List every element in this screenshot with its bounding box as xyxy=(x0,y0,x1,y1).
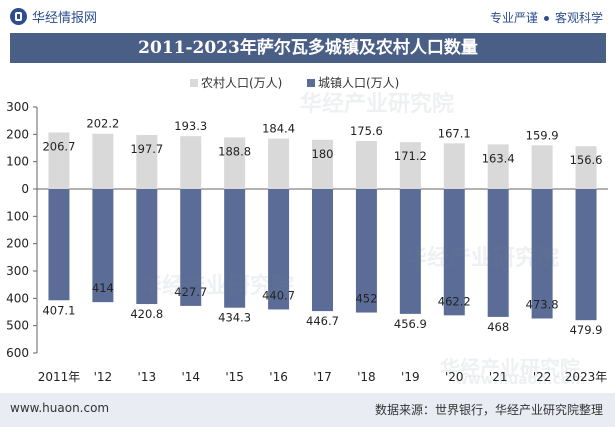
urban-data-label: 479.9 xyxy=(570,323,603,337)
rural-data-label: 167.1 xyxy=(438,126,471,140)
x-tick-label: '17 xyxy=(313,370,332,384)
urban-bar xyxy=(355,189,377,313)
legend-label-1: 农村人口(万人) xyxy=(201,76,282,90)
rural-data-label: 197.7 xyxy=(130,142,163,156)
rural-data-label: 193.3 xyxy=(174,119,207,133)
rural-data-label: 188.8 xyxy=(218,144,251,158)
y-tick-label: 300 xyxy=(6,264,29,278)
urban-bar xyxy=(399,189,421,314)
urban-data-label: 420.8 xyxy=(130,307,163,321)
tagline: 专业严谨 客观科学 xyxy=(490,9,603,26)
y-tick-label: 400 xyxy=(6,291,29,305)
urban-bar xyxy=(136,189,158,305)
urban-data-label: 446.7 xyxy=(306,314,339,328)
y-tick-label: 300 xyxy=(6,100,29,114)
rural-data-label: 156.6 xyxy=(570,153,603,167)
urban-data-label: 427.7 xyxy=(174,285,207,299)
urban-bar xyxy=(48,189,70,301)
footer-site-link[interactable]: www.huaon.com xyxy=(10,401,110,415)
y-tick-label: 200 xyxy=(6,237,29,251)
urban-data-label: 456.9 xyxy=(394,317,427,331)
x-tick-label: '14 xyxy=(181,370,200,384)
rural-bar xyxy=(224,137,246,189)
rural-bar xyxy=(399,142,421,189)
urban-bar xyxy=(531,189,553,319)
urban-bar xyxy=(443,189,465,316)
rural-bar xyxy=(575,146,597,189)
urban-bar xyxy=(180,189,202,306)
rural-bar xyxy=(443,143,465,189)
brand-name: 华经情报网 xyxy=(32,11,98,26)
x-tick-label: '20 xyxy=(445,370,464,384)
rural-data-label: 180 xyxy=(312,147,334,161)
rural-bar xyxy=(180,136,202,189)
urban-data-label: 473.8 xyxy=(526,298,559,312)
dot-icon xyxy=(543,16,549,21)
legend-label-2: 城镇人口(万人) xyxy=(318,76,399,90)
rural-bar xyxy=(312,139,333,189)
rural-bar xyxy=(268,138,290,189)
rural-bar xyxy=(48,132,70,189)
rural-data-label: 206.7 xyxy=(42,140,75,154)
tagline-left: 专业严谨 xyxy=(489,11,538,25)
x-tick-label: 2011年 xyxy=(38,370,81,384)
header-bar: 华经情报网 专业严谨 客观科学 xyxy=(0,0,615,32)
tagline-right: 客观科学 xyxy=(554,11,603,25)
footer: www.huaon.com 数据来源：世界银行，华经产业研究院整理 xyxy=(0,393,615,427)
urban-bar xyxy=(224,189,246,308)
rural-data-label: 202.2 xyxy=(86,117,119,131)
chart-title: 2011-2023年萨尔瓦多城镇及农村人口数量 xyxy=(138,38,478,58)
rural-bar xyxy=(487,144,509,189)
x-tick-label: '22 xyxy=(533,370,552,384)
legend-swatch-2 xyxy=(307,79,315,87)
y-tick-label: 600 xyxy=(6,346,29,360)
rural-data-label: 159.9 xyxy=(526,128,559,142)
urban-bar xyxy=(575,189,597,321)
x-tick-label: '15 xyxy=(225,370,244,384)
rural-data-label: 163.4 xyxy=(482,151,515,165)
urban-data-label: 452 xyxy=(355,292,377,306)
rural-data-label: 171.2 xyxy=(394,149,427,163)
brand-logo-icon xyxy=(10,8,27,25)
x-tick-label: '12 xyxy=(94,370,113,384)
rural-bar xyxy=(136,134,158,189)
y-tick-label: 100 xyxy=(6,155,29,169)
urban-data-label: 440.7 xyxy=(262,288,295,302)
x-tick-label: '13 xyxy=(138,370,157,384)
urban-data-label: 468 xyxy=(487,320,509,334)
urban-bar xyxy=(268,189,290,310)
chart: 农村人口(万人) 城镇人口(万人) 300 200 100 0 100 200 300 400 50… xyxy=(6,76,608,384)
legend-swatch-1 xyxy=(190,79,198,87)
title-bar: 2011-2023年萨尔瓦多城镇及农村人口数量 xyxy=(10,33,606,63)
y-tick-label: 200 xyxy=(6,127,29,141)
rural-data-label: 175.6 xyxy=(350,124,383,138)
rural-data-label: 184.4 xyxy=(262,122,295,136)
urban-bar xyxy=(92,189,114,303)
x-tick-label: '18 xyxy=(357,370,376,384)
urban-data-label: 407.1 xyxy=(42,303,75,317)
footer-source: 数据来源：世界银行，华经产业研究院整理 xyxy=(374,403,603,417)
x-tick-label: '19 xyxy=(401,370,420,384)
y-tick-label: 100 xyxy=(6,209,29,223)
urban-data-label: 414 xyxy=(92,281,114,295)
rural-bar xyxy=(531,145,553,189)
rural-bar xyxy=(355,141,377,189)
y-tick-label: 500 xyxy=(6,319,29,333)
x-tick-label: '21 xyxy=(489,370,508,384)
y-tick-label: 0 xyxy=(21,182,29,196)
urban-bar xyxy=(487,189,509,317)
x-tick-label: 2023年 xyxy=(565,370,608,384)
brand[interactable]: 华经情报网 xyxy=(10,7,97,26)
urban-data-label: 462.2 xyxy=(438,294,471,308)
x-tick-label: '16 xyxy=(269,370,288,384)
rural-bar xyxy=(92,133,114,189)
urban-data-label: 434.3 xyxy=(218,311,251,325)
urban-bar xyxy=(312,189,333,312)
